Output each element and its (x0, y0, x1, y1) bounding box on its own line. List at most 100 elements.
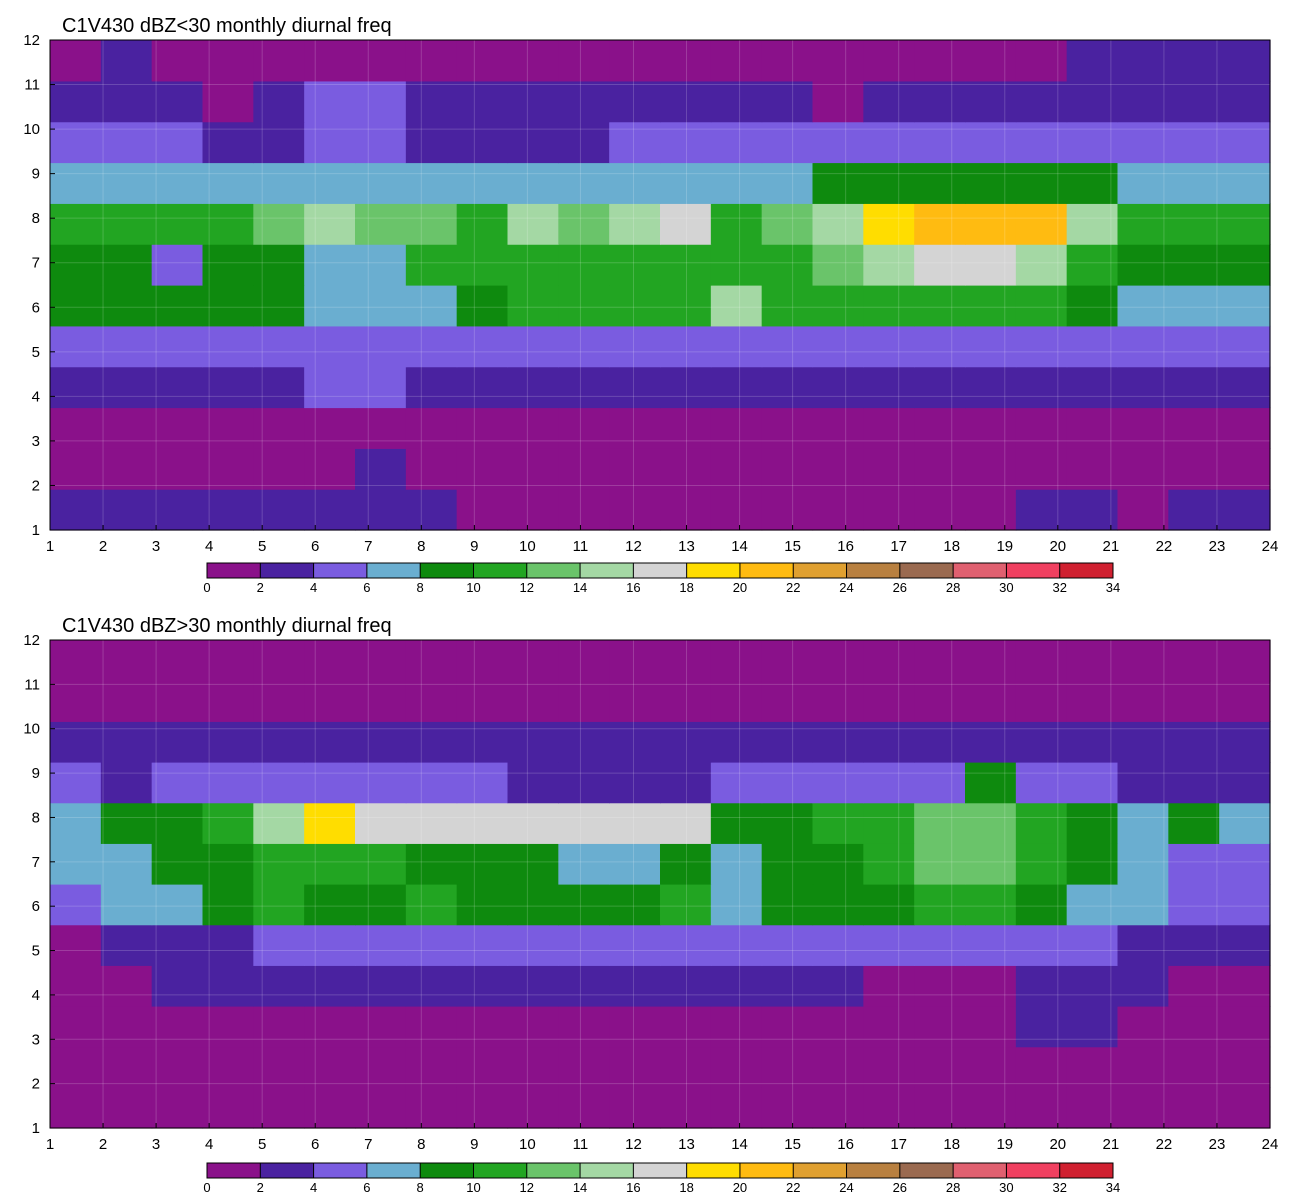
contour-cell (914, 325, 966, 368)
contour-cell (761, 366, 814, 409)
contour-cell (50, 448, 102, 490)
contour-cell (50, 80, 102, 123)
contour-cell (202, 366, 254, 409)
contour-cell (304, 407, 356, 449)
colorbar: 0 2 4 6 8 10 12 14 16 18 20 22 24 26 28 30 32 34 (203, 1162, 1120, 1195)
contour-cell (812, 843, 864, 885)
contour-cell (202, 965, 254, 1007)
contour-cell (50, 762, 102, 804)
contour-cell (965, 489, 1017, 531)
contour-cell (202, 80, 254, 123)
contour-cell (456, 924, 509, 966)
contour-cell (965, 802, 1017, 844)
x-tick-label: 12 (625, 538, 642, 555)
contour-cell (710, 121, 763, 164)
contour-cell (609, 802, 661, 844)
contour-cell (609, 366, 661, 409)
contour-cell (660, 802, 712, 844)
contour-cell (304, 843, 356, 885)
contour-cell (456, 325, 509, 368)
contour-cell (761, 640, 814, 682)
contour-cell (1015, 965, 1068, 1007)
contour-cell (456, 448, 509, 490)
contour-cell (965, 244, 1017, 286)
x-axis-ticks: 1 2 3 4 5 6 7 8 9 10 11 12 13 14 15 16 17 18 19 20 21 22 23 24 (46, 525, 1278, 555)
contour-cell (965, 407, 1017, 449)
contour-cell (355, 285, 407, 327)
contour-cell (609, 203, 661, 245)
contour-cell (1066, 448, 1119, 490)
contour-cell (710, 1006, 763, 1048)
contour-cell (405, 843, 458, 885)
contour-cell (100, 162, 153, 204)
contour-cell (558, 965, 610, 1007)
contour-cell (202, 489, 254, 531)
contour-cell (1117, 843, 1169, 885)
y-tick-label: 10 (23, 721, 40, 738)
colorbar-tick-label: 20 (733, 580, 747, 595)
contour-cell (965, 121, 1017, 164)
contour-cell (863, 366, 915, 409)
contour-cell (558, 40, 610, 82)
contour-cell (812, 40, 864, 82)
contour-cell (558, 802, 610, 844)
contour-cell (558, 762, 610, 804)
contour-cell (1066, 366, 1119, 409)
contour-cell (710, 802, 763, 844)
colorbar-tick-label: 34 (1106, 1180, 1120, 1195)
contour-cell (965, 884, 1017, 926)
colorbar-tick-label: 24 (839, 580, 853, 595)
x-tick-label: 21 (1103, 1136, 1120, 1153)
x-tick-label: 7 (364, 1136, 372, 1153)
contour-cell (304, 884, 356, 926)
contour-cell (456, 1087, 509, 1129)
contour-cell (660, 721, 712, 763)
contour-cell (609, 1006, 661, 1048)
colorbar-swatch (526, 1163, 581, 1178)
contour-cell (253, 244, 305, 286)
contour-cell (304, 680, 356, 722)
x-tick-label: 13 (678, 1136, 695, 1153)
contour-cell (50, 924, 102, 966)
contour-cell (405, 924, 458, 966)
y-tick-label: 8 (32, 210, 40, 227)
x-tick-label: 23 (1209, 538, 1226, 555)
contour-cell (761, 721, 814, 763)
contour-cell (1168, 924, 1220, 966)
x-tick-label: 3 (152, 538, 160, 555)
contour-cell (151, 762, 204, 804)
contour-cell (355, 40, 407, 82)
contour-cell (253, 721, 305, 763)
contour-cell (1168, 762, 1220, 804)
colorbar-tick-label: 8 (417, 1180, 424, 1195)
contour-cell (1117, 80, 1169, 123)
contour-cell (863, 680, 915, 722)
contour-cell (507, 203, 559, 245)
contour-cell (405, 489, 458, 531)
contour-cell (405, 721, 458, 763)
x-tick-label: 20 (1049, 538, 1066, 555)
contour-cell (456, 489, 509, 531)
contour-cell (914, 162, 966, 204)
contour-cell (507, 407, 559, 449)
contour-cell (253, 489, 305, 531)
colorbar-tick-label: 10 (466, 1180, 480, 1195)
contour-cell (965, 203, 1017, 245)
contour-cell (812, 162, 864, 204)
contour-cell (151, 325, 204, 368)
contour-cell (863, 884, 915, 926)
contour-cell (253, 1006, 305, 1048)
contour-cell (253, 162, 305, 204)
contour-cell (507, 884, 559, 926)
contour-cell (1117, 121, 1169, 164)
x-tick-label: 15 (784, 1136, 801, 1153)
contour-cell (1066, 802, 1119, 844)
contour-cell (304, 1087, 356, 1129)
contour-cell (761, 407, 814, 449)
contour-cell (151, 1046, 204, 1088)
contour-cell (202, 203, 254, 245)
x-axis-ticks: 1 2 3 4 5 6 7 8 9 10 11 12 13 14 15 16 17 18 19 20 21 22 23 24 (46, 1123, 1278, 1153)
contour-cell (151, 162, 204, 204)
contour-cell (456, 407, 509, 449)
